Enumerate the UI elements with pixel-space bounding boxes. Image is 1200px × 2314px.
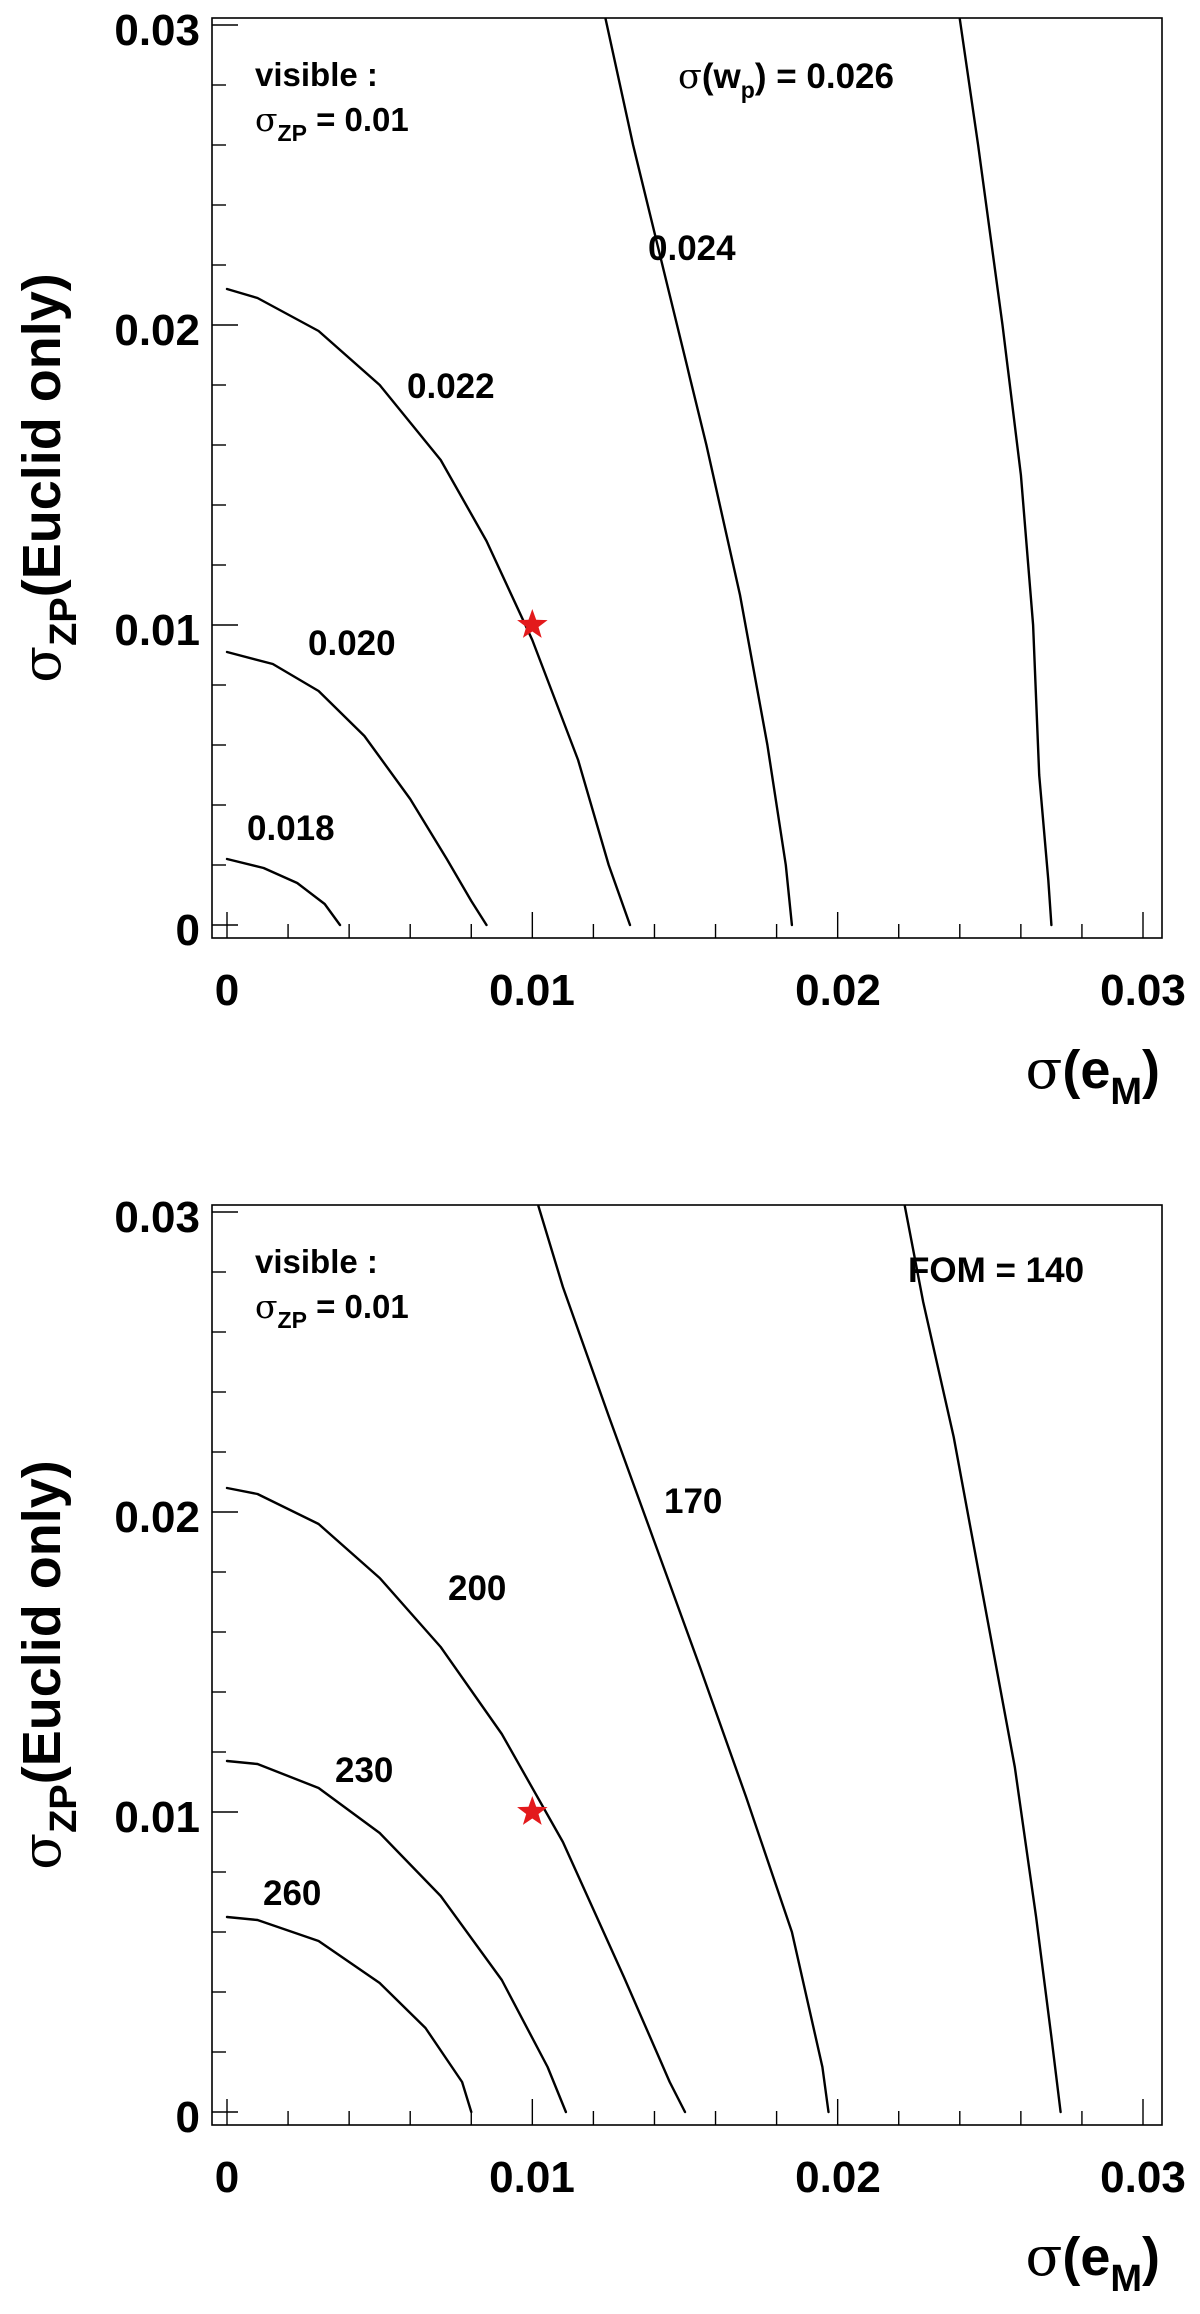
star-marker	[517, 1796, 548, 1825]
contour-line-260	[225, 1915, 473, 2114]
panel-top: 0 0.01 0.02 0.03 0 0.01 0.02 0.03 σ(eM) …	[10, 6, 1186, 1113]
contour-line-0.018	[225, 857, 342, 927]
y-tick-label: 0.03	[114, 6, 200, 55]
y-tick-label: 0.02	[114, 306, 200, 355]
x-tick-label: 0.01	[489, 966, 575, 1015]
y-axis-title: σZP(Euclid only)	[10, 1460, 85, 1869]
y-tick-label: 0	[176, 906, 200, 955]
star-marker	[517, 609, 548, 638]
y-tick-label: 0.03	[114, 1193, 200, 1242]
panel-bottom: 0 0.01 0.02 0.03 0 0.01 0.02 0.03 σ(eM) …	[10, 1193, 1186, 2300]
contour-label: 0.018	[247, 809, 335, 848]
contour-label-main: FOM = 140	[908, 1251, 1084, 1290]
x-tick-label: 0.02	[795, 966, 881, 1015]
x-axis-title: σ(eM)	[1025, 1038, 1160, 1113]
contour-label: 0.024	[648, 229, 736, 268]
markers	[517, 1796, 548, 1825]
x-tick-label: 0.02	[795, 2153, 881, 2202]
contour-line-0.024	[604, 17, 794, 927]
y-axis-ticks	[212, 24, 238, 926]
y-axis-title: σZP(Euclid only)	[10, 273, 85, 682]
contour-label: 0.020	[308, 624, 396, 663]
x-tick-label: 0.01	[489, 2153, 575, 2202]
contour-lines	[225, 1204, 1062, 2114]
annotation-line-2: σZP = 0.01	[255, 1287, 409, 1333]
plot-frame	[211, 1204, 1163, 2126]
annotation-line-1: visible :	[255, 56, 378, 93]
contour-label: 260	[263, 1874, 321, 1913]
x-tick-label: 0	[215, 2153, 239, 2202]
y-tick-label: 0.01	[114, 1793, 200, 1842]
y-axis-ticks	[212, 1211, 238, 2113]
contour-label: 230	[335, 1751, 393, 1790]
contour-label: 200	[448, 1569, 506, 1608]
plot-frame	[211, 17, 1163, 939]
contour-line-140	[903, 1204, 1062, 2114]
contour-line-200	[225, 1486, 687, 2114]
x-tick-label: 0	[215, 966, 239, 1015]
contour-line-0.022	[225, 287, 632, 927]
contour-line-0.020	[225, 650, 488, 927]
annotation-line-1: visible :	[255, 1243, 378, 1280]
contour-lines	[225, 17, 1053, 927]
contour-line-230	[225, 1759, 568, 2114]
x-tick-label: 0.03	[1100, 966, 1186, 1015]
contour-label: 0.022	[407, 367, 495, 406]
contour-label: 170	[664, 1482, 722, 1521]
x-axis-title: σ(eM)	[1025, 2225, 1160, 2300]
annotation-line-2: σZP = 0.01	[255, 100, 409, 146]
x-axis-ticks	[226, 912, 1144, 938]
y-tick-label: 0.01	[114, 606, 200, 655]
y-tick-label: 0.02	[114, 1493, 200, 1542]
contour-label-main: σ(wp) = 0.026	[678, 57, 894, 103]
y-tick-label: 0	[176, 2093, 200, 2142]
x-tick-label: 0.03	[1100, 2153, 1186, 2202]
markers	[517, 609, 548, 638]
contour-line-170	[537, 1204, 830, 2114]
contour-line-0.026	[958, 17, 1053, 927]
